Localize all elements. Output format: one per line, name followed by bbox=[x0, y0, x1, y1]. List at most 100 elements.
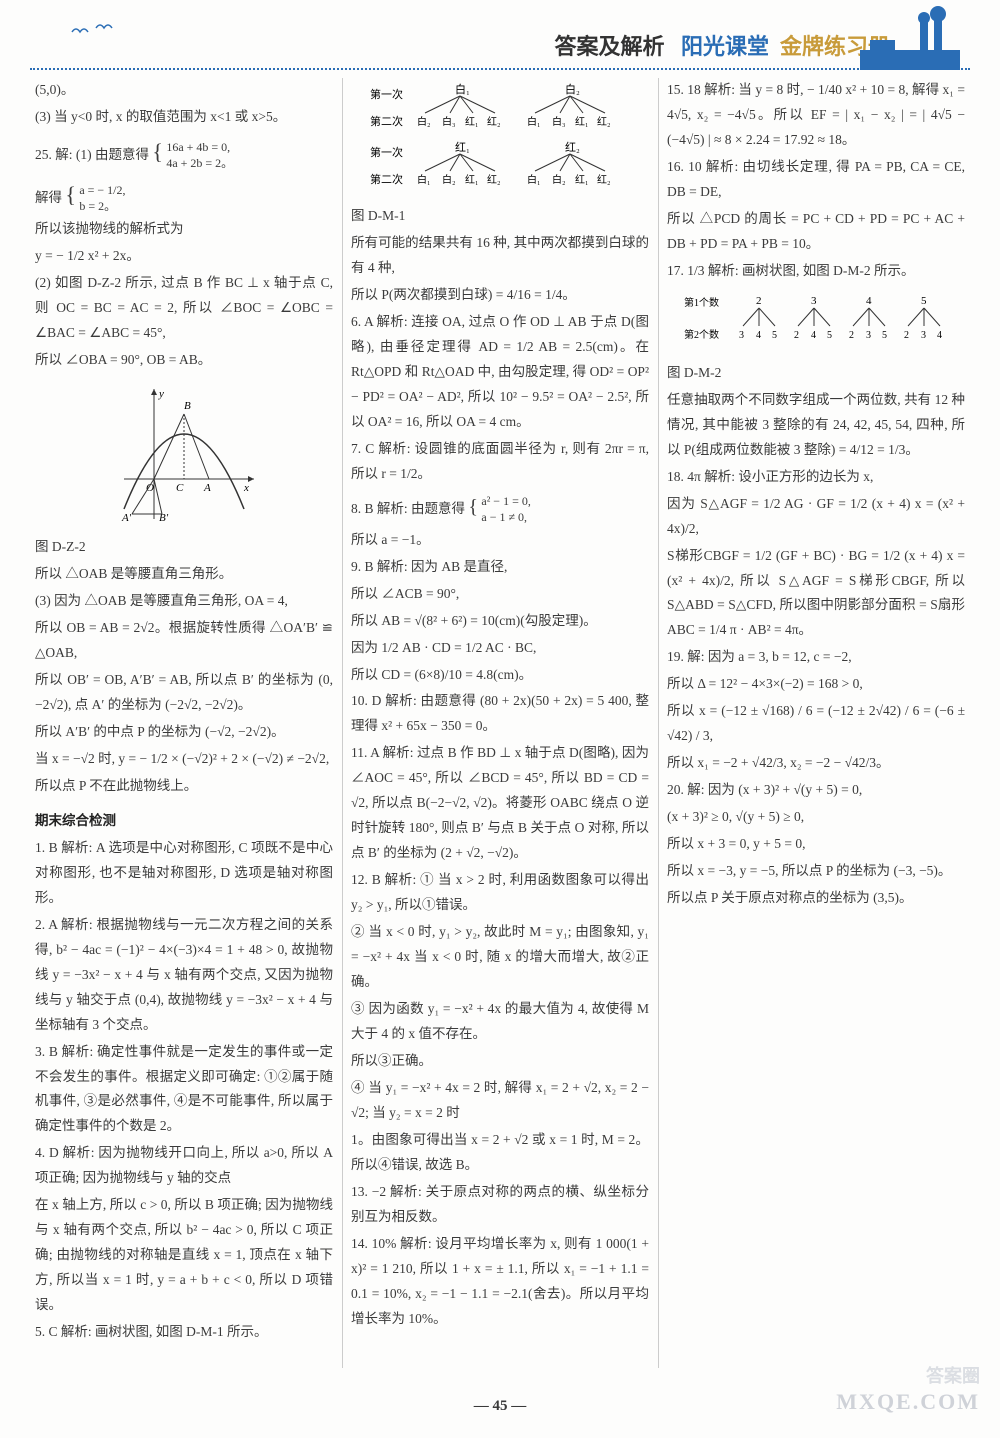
text: 所以 Δ = 12² − 4×3×(−2) = 168 > 0, bbox=[667, 672, 965, 697]
text: 因为 1/2 AB · CD = 1/2 AC · BC, bbox=[351, 636, 649, 661]
svg-text:5: 5 bbox=[882, 330, 887, 341]
fig-dm2-label: 图 D-M-2 bbox=[667, 361, 965, 386]
svg-text:白₁: 白₁ bbox=[455, 82, 470, 96]
text: 所以 △OAB 是等腰直角三角形。 bbox=[35, 562, 333, 587]
fig-dz2-label: 图 D-Z-2 bbox=[35, 535, 333, 560]
svg-text:O: O bbox=[146, 482, 154, 494]
text: 所以 OB = AB = 2√2。根据旋转性质得 △OA′B′ ≌ △OAB, bbox=[35, 616, 333, 666]
svg-text:白₂: 白₂ bbox=[565, 82, 580, 96]
svg-text:第2个数: 第2个数 bbox=[684, 328, 719, 341]
svg-text:y: y bbox=[158, 388, 164, 400]
header-label: 答案及解析 bbox=[554, 34, 664, 59]
svg-text:第一次: 第一次 bbox=[370, 87, 403, 101]
svg-text:3: 3 bbox=[921, 330, 926, 341]
answer-6: 6. A 解析: 连接 OA, 过点 O 作 OD ⊥ AB 于点 D(图略),… bbox=[351, 310, 649, 435]
text: 所以 x₁ = −2 + √42/3, x₂ = −2 − √42/3。 bbox=[667, 751, 965, 776]
answer-7: 7. C 解析: 设圆锥的底面圆半径为 r, 则有 2πr = π, 所以 r … bbox=[351, 437, 649, 487]
answer-8: 8. B 解析: 由题意得 { a² − 1 = 0,a − 1 ≠ 0, bbox=[351, 489, 649, 526]
text: 当 x = −√2 时, y = − 1/2 × (−√2)² + 2 × (−… bbox=[35, 747, 333, 772]
svg-text:白₂: 白₂ bbox=[442, 173, 456, 186]
text: 所以 △PCD 的周长 = PC + CD + PD = PC + AC + D… bbox=[667, 207, 965, 257]
answer-16: 16. 10 解析: 由切线长定理, 得 PA = PB, CA = CE, D… bbox=[667, 155, 965, 205]
svg-text:第一次: 第一次 bbox=[370, 145, 403, 159]
text: y = − 1/2 x² + 2x。 bbox=[35, 244, 333, 269]
svg-text:5: 5 bbox=[772, 330, 777, 341]
answer-10: 10. D 解析: 由题意得 (80 + 2x)(50 + 2x) = 5 40… bbox=[351, 689, 649, 739]
svg-text:红₂: 红₂ bbox=[597, 173, 611, 186]
svg-text:4: 4 bbox=[937, 330, 942, 341]
header-brand1: 阳光课堂 bbox=[681, 34, 769, 59]
content-columns: (5,0)。 (3) 当 y<0 时, x 的取值范围为 x<1 或 x>5。 … bbox=[0, 78, 1000, 1368]
tree-diagram-1: 第一次 白₁ 白₂ 第二次 白₂白₃红₁红₂ 白₁白₃红₁红₂ 第一次 红₁ 红… bbox=[365, 78, 635, 198]
q25-solve: 解得 { a = − 1/2,b = 2。 bbox=[35, 175, 333, 216]
answer-19: 19. 解: 因为 a = 3, b = 12, c = −2, bbox=[667, 645, 965, 670]
answer-13: 13. −2 解析: 关于原点对称的两点的横、纵坐标分别互为相反数。 bbox=[351, 1180, 649, 1230]
svg-text:白₁: 白₁ bbox=[417, 173, 431, 186]
silhouette-decoration bbox=[860, 0, 960, 70]
answer-20: 20. 解: 因为 (x + 3)² + √(y + 5) = 0, bbox=[667, 778, 965, 803]
text: 所以 CD = (6×8)/10 = 4.8(cm)。 bbox=[351, 663, 649, 688]
answer-18: 18. 4π 解析: 设小正方形的边长为 x, bbox=[667, 465, 965, 490]
text: 所以 ∠ACB = 90°, bbox=[351, 582, 649, 607]
svg-text:3: 3 bbox=[739, 330, 744, 341]
header-title: 答案及解析 阳光课堂 金牌练习册 bbox=[554, 26, 890, 68]
answer-4: 4. D 解析: 因为抛物线开口向上, 所以 a>0, 所以 A 项正确; 因为… bbox=[35, 1141, 333, 1191]
svg-text:x: x bbox=[243, 482, 249, 494]
text: 在 x 轴上方, 所以 c > 0, 所以 B 项正确; 因为抛物线与 x 轴有… bbox=[35, 1193, 333, 1318]
svg-text:白₂: 白₂ bbox=[552, 173, 566, 186]
svg-text:2: 2 bbox=[756, 295, 762, 307]
text: 因为 S△AGF = 1/2 AG · GF = 1/2 (x + 4) x =… bbox=[667, 492, 965, 542]
text: 所以 a = −1。 bbox=[351, 528, 649, 553]
text: 所以③正确。 bbox=[351, 1049, 649, 1074]
svg-text:4: 4 bbox=[756, 330, 761, 341]
page-header: 答案及解析 阳光课堂 金牌练习册 bbox=[30, 0, 970, 70]
text: S梯形CBGF = 1/2 (GF + BC) · BG = 1/2 (x + … bbox=[667, 544, 965, 644]
svg-text:3: 3 bbox=[866, 330, 871, 341]
answer-14: 14. 10% 解析: 设月平均增长率为 x, 则有 1 000(1 + x)²… bbox=[351, 1232, 649, 1332]
text: 任意抽取两个不同数字组成一个两位数, 共有 12 种情况, 其中能被 3 整除的… bbox=[667, 388, 965, 463]
svg-text:白₃: 白₃ bbox=[442, 115, 456, 128]
text: 所以 x = (−12 ± √168) / 6 = (−12 ± 2√42) /… bbox=[667, 699, 965, 749]
svg-text:红₁: 红₁ bbox=[465, 173, 479, 186]
text: (5,0)。 bbox=[35, 78, 333, 103]
watermark-url: MXQE.COM bbox=[836, 1381, 980, 1423]
text: (x + 3)² ≥ 0, √(y + 5) ≥ 0, bbox=[667, 805, 965, 830]
text: ③ 因为函数 y₁ = −x² + 4x 的最大值为 4, 故使得 M 大于 4… bbox=[351, 997, 649, 1047]
answer-17: 17. 1/3 解析: 画树状图, 如图 D-M-2 所示。 bbox=[667, 259, 965, 284]
svg-text:5: 5 bbox=[827, 330, 832, 341]
figure-dz2: O C A x y B A′ B′ bbox=[104, 379, 264, 529]
text: ④ 当 y₁ = −x² + 4x = 2 时, 解得 x₁ = 2 + √2,… bbox=[351, 1076, 649, 1126]
answer-12a: 12. B 解析: ① 当 x > 2 时, 利用函数图象可以得出 y₂ > y… bbox=[351, 868, 649, 918]
text: 所以该抛物线的解析式为 bbox=[35, 217, 333, 242]
svg-text:红₂: 红₂ bbox=[565, 141, 580, 154]
text: 所有可能的结果共有 16 种, 其中两次都摸到白球的有 4 种, bbox=[351, 231, 649, 281]
svg-text:红₂: 红₂ bbox=[597, 115, 611, 128]
text: (2) 如图 D-Z-2 所示, 过点 B 作 BC ⊥ x 轴于点 C, 则 … bbox=[35, 271, 333, 346]
svg-text:C: C bbox=[176, 482, 184, 494]
q25-head: 25. 解: (1) 由题意得 { 16a + 4b = 0,4a + 2b =… bbox=[35, 132, 333, 173]
answer-5: 5. C 解析: 画树状图, 如图 D-M-1 所示。 bbox=[35, 1320, 333, 1345]
answer-3: 3. B 解析: 确定性事件就是一定发生的事件或一定不会发生的事件。根据定义即可… bbox=[35, 1040, 333, 1140]
svg-text:白₂: 白₂ bbox=[417, 115, 431, 128]
svg-text:2: 2 bbox=[794, 330, 799, 341]
fig-dm1-label: 图 D-M-1 bbox=[351, 204, 649, 229]
text: 所以点 P 关于原点对称点的坐标为 (3,5)。 bbox=[667, 886, 965, 911]
text: 1。由图象可得出当 x = 2 + √2 或 x = 1 时, M = 2。所以… bbox=[351, 1128, 649, 1178]
svg-text:2: 2 bbox=[904, 330, 909, 341]
text: ② 当 x < 0 时, y₁ > y₂, 故此时 M = y₁; 由图象知, … bbox=[351, 920, 649, 995]
svg-text:4: 4 bbox=[866, 295, 872, 307]
svg-text:第二次: 第二次 bbox=[370, 172, 403, 186]
svg-text:第1个数: 第1个数 bbox=[684, 296, 719, 309]
svg-text:A: A bbox=[203, 482, 211, 494]
text: 所以 ∠OBA = 90°, OB = AB。 bbox=[35, 348, 333, 373]
text: 所以 A′B′ 的中点 P 的坐标为 (−√2, −2√2)。 bbox=[35, 720, 333, 745]
text: 所以点 P 不在此抛物线上。 bbox=[35, 774, 333, 799]
answer-11: 11. A 解析: 过点 B 作 BD ⊥ x 轴于点 D(图略), 因为 ∠A… bbox=[351, 741, 649, 866]
svg-text:第二次: 第二次 bbox=[370, 114, 403, 128]
svg-text:A′: A′ bbox=[121, 512, 132, 524]
svg-text:2: 2 bbox=[849, 330, 854, 341]
text: 所以 P(两次都摸到白球) = 4/16 = 1/4。 bbox=[351, 283, 649, 308]
text: 所以 x + 3 = 0, y + 5 = 0, bbox=[667, 832, 965, 857]
text: (3) 当 y<0 时, x 的取值范围为 x<1 或 x>5。 bbox=[35, 105, 333, 130]
text: 所以 AB = √(8² + 6²) = 10(cm)(勾股定理)。 bbox=[351, 609, 649, 634]
